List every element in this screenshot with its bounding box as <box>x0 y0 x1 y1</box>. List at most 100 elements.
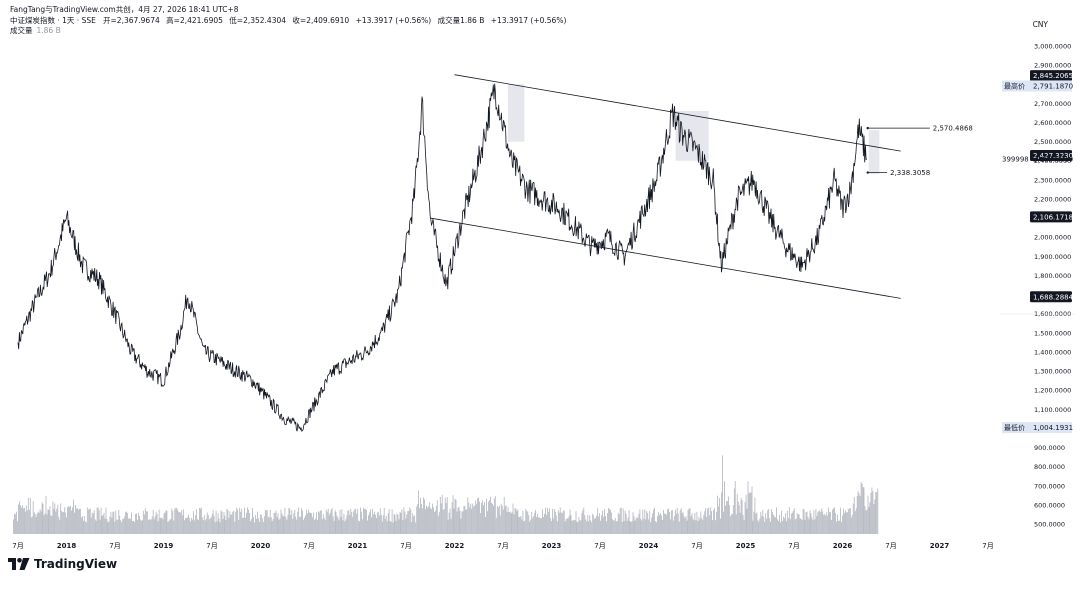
volume-bar <box>275 510 277 534</box>
volume-bar <box>657 516 658 534</box>
volume-bar <box>684 518 686 534</box>
volume-bar <box>64 507 66 534</box>
volume-bar <box>122 518 124 534</box>
volume-bar <box>17 521 18 534</box>
volume-bar <box>704 511 706 534</box>
volume-bar <box>327 508 329 534</box>
volume-bar <box>830 512 831 534</box>
volume-bar <box>544 513 545 534</box>
volume-bar <box>154 516 156 534</box>
volume-bar <box>20 505 21 534</box>
volume-bar <box>228 518 230 534</box>
volume-bar <box>160 518 162 534</box>
price-tag-bg <box>1030 211 1072 223</box>
volume-bar <box>301 508 302 534</box>
volume-bar <box>592 513 594 534</box>
volume-bar <box>518 517 520 534</box>
volume-bar <box>600 520 601 534</box>
volume-bar <box>479 501 480 534</box>
volume-bar <box>183 509 184 534</box>
volume-bar <box>182 515 184 534</box>
volume-bar <box>543 516 544 534</box>
volume-bar <box>514 508 516 534</box>
volume-bar <box>511 512 513 534</box>
price-tag-value: 1,688.2884 <box>1033 293 1074 301</box>
volume-bar <box>524 520 526 534</box>
volume-legend[interactable]: 成交量 1.86 B <box>10 26 1020 36</box>
volume-bar <box>100 507 102 534</box>
price-tick-label: 500.0000 <box>1034 521 1065 529</box>
volume-bar <box>447 519 449 534</box>
volume-bar <box>293 513 295 534</box>
volume-bar <box>432 503 433 534</box>
volume-bar <box>536 516 537 534</box>
volume-bar <box>212 510 214 534</box>
volume-bar <box>500 503 502 534</box>
volume-bar <box>92 513 94 534</box>
volume-bar <box>279 518 281 534</box>
volume-bar <box>683 516 685 534</box>
volume-bar <box>477 498 478 534</box>
volume-bar <box>542 509 543 534</box>
volume-bar <box>280 509 282 534</box>
volume-bar <box>758 521 760 534</box>
volume-bar <box>46 514 48 534</box>
volume-bar <box>596 515 597 534</box>
volume-bar <box>757 520 759 534</box>
volume-bar <box>661 515 662 534</box>
volume-bar <box>418 490 419 534</box>
volume-bar <box>481 502 482 534</box>
volume-bar <box>537 514 538 534</box>
volume-bar <box>363 507 364 534</box>
volume-bar <box>29 498 31 534</box>
volume-bar <box>856 496 858 534</box>
volume-bar <box>567 518 569 534</box>
volume-bar <box>448 512 450 534</box>
volume-bar <box>598 516 599 534</box>
price-tick-label: 600.0000 <box>1034 501 1065 509</box>
volume-bar <box>227 510 229 534</box>
volume-bar <box>89 508 91 534</box>
symbol-name[interactable]: 中证煤炭指数 · 1天 · SSE <box>10 16 96 25</box>
volume-bar <box>409 507 411 534</box>
volume-bar <box>639 509 641 534</box>
volume-bar <box>415 522 417 534</box>
volume-bar <box>222 519 224 534</box>
volume-bar <box>103 512 105 534</box>
volume-bar <box>208 519 210 534</box>
volume-bar <box>391 509 393 534</box>
volume-bar <box>765 513 767 534</box>
volume-bar <box>134 522 135 534</box>
volume-bar <box>247 507 248 534</box>
volume-bar <box>806 511 808 534</box>
volume-bar <box>498 505 500 534</box>
volume-bar <box>84 521 86 534</box>
volume-bar <box>290 514 292 534</box>
volume-bar <box>209 518 211 534</box>
volume-bar <box>814 519 816 534</box>
volume-bar <box>671 510 673 534</box>
volume-bar <box>579 520 581 534</box>
volume-bar <box>229 511 231 534</box>
volume-bar <box>241 508 243 534</box>
volume-bar <box>153 519 155 534</box>
volume-bar <box>519 517 521 534</box>
volume-bar <box>739 512 741 534</box>
volume-bar <box>653 509 654 534</box>
volume-bar <box>603 517 604 534</box>
volume-bar <box>309 512 310 534</box>
volume-bar <box>720 518 721 534</box>
volume-bar <box>760 511 762 534</box>
volume-bar <box>192 519 193 534</box>
volume-bar <box>655 521 656 534</box>
tradingview-logo[interactable]: TradingView <box>8 557 117 571</box>
volume-bar <box>726 501 727 534</box>
currency-label[interactable]: CNY <box>1032 20 1048 29</box>
volume-bar <box>491 502 492 534</box>
volume-bar <box>81 517 82 534</box>
volume-bar <box>854 511 856 534</box>
volume-bar <box>583 507 585 534</box>
last-price-symbol: 399998 <box>1002 155 1029 163</box>
volume-bar <box>669 519 671 534</box>
